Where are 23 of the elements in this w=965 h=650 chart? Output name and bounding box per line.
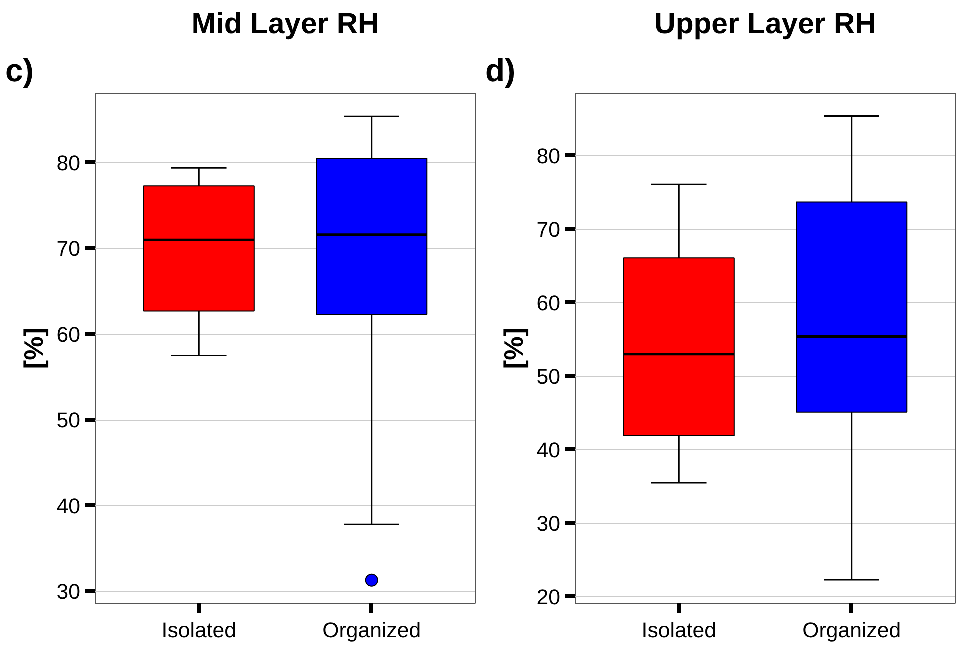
y-tick-label: 40 bbox=[56, 494, 81, 518]
y-tick-label: 60 bbox=[56, 322, 81, 347]
y-tick-label: 70 bbox=[56, 237, 81, 262]
y-tick-label: 80 bbox=[56, 151, 81, 176]
y-tick-label: 80 bbox=[536, 144, 561, 168]
x-tick-label: Isolated bbox=[162, 618, 236, 642]
x-tick-label: Organized bbox=[802, 618, 902, 642]
x-tick-label: Organized bbox=[322, 618, 422, 642]
text: c) bbox=[6, 52, 34, 88]
y-tick-label: 60 bbox=[536, 291, 561, 316]
y-tick-label: 20 bbox=[536, 585, 561, 610]
y-tick-label: 40 bbox=[536, 438, 561, 462]
y-tick-label: 50 bbox=[536, 364, 561, 389]
text: d) bbox=[486, 52, 516, 88]
chart-title: Upper Layer RH bbox=[654, 8, 876, 40]
y-tick-label: 70 bbox=[536, 218, 561, 242]
y-axis-title: [%] bbox=[18, 328, 49, 370]
y-axis-title: [%] bbox=[498, 328, 529, 370]
x-tick-label: Isolated bbox=[642, 618, 716, 642]
y-tick-label: 30 bbox=[56, 580, 81, 604]
y-tick-label: 50 bbox=[56, 408, 81, 433]
y-tick-label: 30 bbox=[536, 512, 561, 536]
chart-title: Mid Layer RH bbox=[192, 8, 380, 40]
